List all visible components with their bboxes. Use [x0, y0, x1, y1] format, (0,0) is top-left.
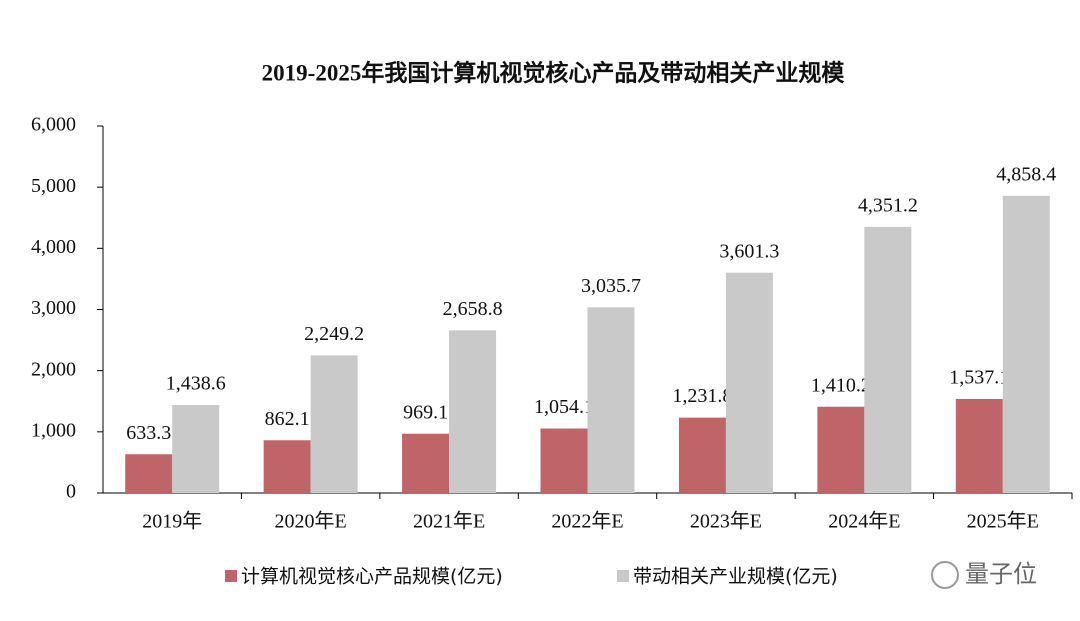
bar — [172, 405, 220, 493]
x-tick-label: 2025年E — [967, 510, 1039, 533]
bar — [1002, 195, 1050, 493]
x-tick-label: 2020年E — [275, 510, 347, 533]
bar — [540, 428, 588, 493]
y-tick-label: 5,000 — [31, 175, 76, 197]
bar — [955, 398, 1003, 493]
bar — [587, 307, 635, 493]
x-tick-label: 2021年E — [413, 510, 485, 533]
bar — [310, 355, 358, 493]
value-label: 1,054.1 — [534, 396, 594, 418]
bar — [402, 433, 450, 493]
x-tick-label: 2023年E — [690, 510, 762, 533]
value-label: 3,035.7 — [581, 275, 641, 297]
value-label: 4,858.4 — [996, 163, 1056, 185]
value-label: 633.3 — [126, 422, 171, 444]
value-label: 1,410.2 — [811, 374, 871, 396]
legend-label: 计算机视觉核心产品规模(亿元) — [241, 566, 503, 588]
x-tick-label: 2024年E — [828, 510, 900, 533]
x-tick-label: 2019年 — [142, 510, 202, 533]
value-label: 1,537.1 — [949, 367, 1009, 389]
x-tick-label: 2022年E — [551, 510, 623, 533]
value-label: 2,658.8 — [443, 298, 503, 320]
watermark-text: 量子位 — [965, 560, 1037, 588]
value-label: 862.1 — [265, 408, 310, 430]
watermark: 量子位 — [931, 560, 1037, 589]
y-tick-label: 1,000 — [31, 419, 76, 441]
bar — [678, 417, 726, 493]
watermark-icon — [931, 561, 959, 589]
value-label: 2,249.2 — [304, 323, 364, 345]
bar — [725, 272, 773, 493]
bar — [817, 406, 865, 493]
value-label: 969.1 — [403, 401, 448, 423]
value-label: 3,601.3 — [719, 240, 779, 262]
legend-swatch — [617, 570, 629, 582]
value-label: 4,351.2 — [858, 194, 918, 216]
y-tick-label: 2,000 — [31, 358, 76, 380]
bar — [449, 330, 497, 493]
y-tick-label: 4,000 — [31, 236, 76, 258]
chart-title: 2019-2025年我国计算机视觉核心产品及带动相关产业规模 — [262, 59, 846, 85]
bar — [864, 226, 912, 493]
value-label: 1,231.8 — [672, 385, 732, 407]
y-tick-label: 3,000 — [31, 297, 76, 319]
y-tick-label: 6,000 — [31, 114, 76, 136]
legend-label: 带动相关产业规模(亿元) — [633, 566, 838, 588]
legend-swatch — [225, 570, 237, 582]
bar — [263, 440, 311, 493]
value-label: 1,438.6 — [166, 373, 226, 395]
bar — [125, 454, 173, 493]
y-tick-label: 0 — [66, 481, 76, 503]
